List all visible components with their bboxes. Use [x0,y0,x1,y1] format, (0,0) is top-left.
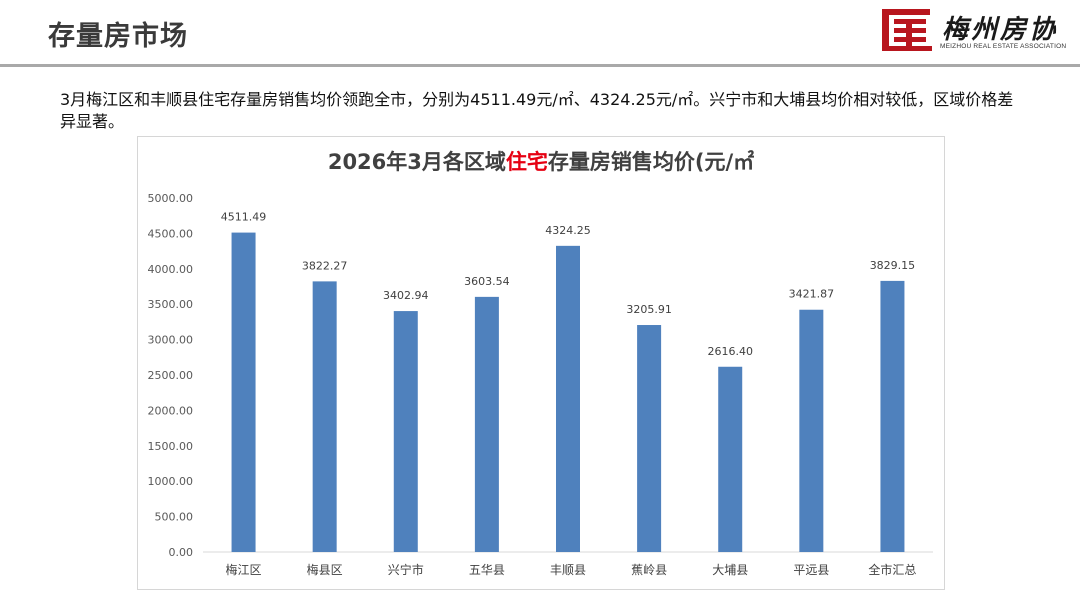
x-tick-label: 全市汇总 [868,562,916,577]
y-tick-label: 2500.00 [148,369,194,382]
chart-title-suffix: 存量房销售均价(元/㎡ [547,150,755,174]
bar [393,311,418,552]
bar-chart: 0.00 500.00 1000.00 1500.00 2000.00 2500.00 30… [148,192,933,577]
data-label: 3603.54 [464,275,510,288]
y-tick-label: 1000.00 [148,475,194,488]
data-label: 3205.91 [626,303,672,316]
header: 存量房市场 梅州房协 MEIZHOU REAL ESTATE ASSOCIATI… [0,0,1080,68]
logo: 梅州房协 MEIZHOU REAL ESTATE ASSOCIATION [880,5,1075,55]
bar [556,245,580,552]
bar [312,281,337,552]
data-label: 3829.15 [870,259,916,272]
chart-title-prefix: 2026年3月各区域 [327,150,506,174]
y-tick-label: 4000.00 [148,263,194,276]
chart-container: 2026年3月各区域住宅存量房销售均价(元/㎡ 0.00 500.00 1000.0… [137,136,945,590]
x-tick-label: 丰顺县 [550,563,586,577]
chart-title: 2026年3月各区域住宅存量房销售均价(元/㎡ [138,146,944,176]
bar [474,296,499,552]
x-tick-label: 五华县 [469,563,505,577]
y-tick-label: 1500.00 [148,440,194,453]
header-divider [0,64,1080,67]
bar [799,309,824,552]
data-label: 3822.27 [302,259,348,272]
x-tick-label: 平远县 [793,563,829,577]
x-tick-label: 梅江区 [226,562,262,577]
chart-title-highlight: 住宅 [505,150,548,174]
bar [637,325,662,552]
data-label: 4324.25 [545,224,591,237]
x-tick-label: 梅县区 [307,562,343,577]
data-label: 4511.49 [221,211,266,224]
x-tick-label: 蕉岭县 [631,563,667,577]
logo-subtext: MEIZHOU REAL ESTATE ASSOCIATION [940,43,1067,50]
y-tick-label: 5000.00 [148,192,194,205]
y-tick-label: 2000.00 [148,404,194,417]
y-tick-label: 0.00 [169,546,194,559]
logo-mark-icon [882,9,932,51]
bar [880,280,905,552]
data-label: 3421.87 [789,288,835,301]
bar [231,232,256,552]
bar [718,366,743,552]
y-tick-label: 3000.00 [148,334,194,347]
page-title: 存量房市场 [48,21,188,52]
data-label: 3402.94 [383,289,429,302]
data-label: 2616.40 [707,345,753,358]
logo-text: 梅州房协 [942,15,1059,45]
x-tick-label: 大埔县 [712,563,748,577]
description-text: 3月梅江区和丰顺县住宅存量房销售均价领跑全市，分别为4511.49元/㎡、432… [60,90,1014,131]
y-tick-label: 500.00 [155,511,194,524]
y-tick-label: 4500.00 [148,227,194,240]
x-tick-label: 兴宁市 [388,562,424,577]
y-tick-label: 3500.00 [148,298,194,311]
